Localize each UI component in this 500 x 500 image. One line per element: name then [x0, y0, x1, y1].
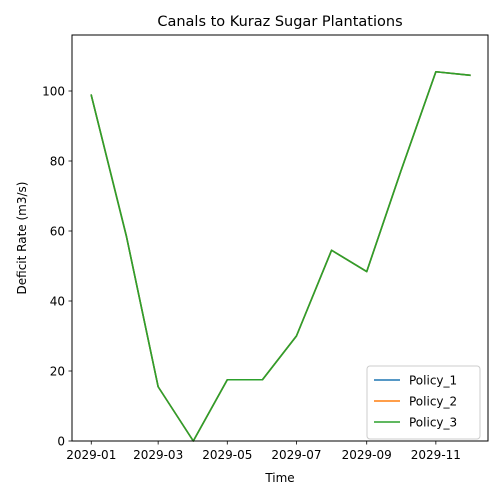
- x-tick-label: 2029-11: [411, 448, 461, 462]
- y-tick-label: 80: [50, 155, 65, 169]
- x-tick-label: 2029-03: [133, 448, 183, 462]
- y-tick-label: 60: [50, 225, 65, 239]
- y-tick-label: 0: [57, 435, 65, 449]
- legend-box: [366, 365, 481, 440]
- legend-entry-label: Policy_2: [409, 395, 457, 409]
- x-tick-label: 2029-09: [342, 448, 392, 462]
- y-tick-label: 40: [50, 295, 65, 309]
- y-tick-label: 20: [50, 365, 65, 379]
- series-lines: [90, 70, 471, 442]
- legend: Policy_1 Policy_2 Policy_3: [366, 365, 481, 440]
- x-axis-label: Time: [264, 471, 294, 485]
- chart-title: Canals to Kuraz Sugar Plantations: [157, 14, 402, 30]
- plot-frame: [71, 34, 489, 442]
- y-tick-label: 100: [42, 85, 65, 99]
- legend-entry-label: Policy_1: [409, 374, 457, 388]
- legend-entry-label: Policy_3: [409, 416, 457, 430]
- x-tick-label: 2029-01: [66, 448, 116, 462]
- y-axis-ticks: 0 20 40 60 80 100: [42, 85, 72, 449]
- series-line-3: [90, 70, 471, 442]
- x-tick-label: 2029-07: [271, 448, 321, 462]
- y-axis-label: Deficit Rate (m3/s): [15, 182, 29, 295]
- x-axis-ticks: 2029-01 2029-03 2029-05 2029-07 2029-09 2029-…: [66, 441, 461, 462]
- x-tick-label: 2029-05: [202, 448, 252, 462]
